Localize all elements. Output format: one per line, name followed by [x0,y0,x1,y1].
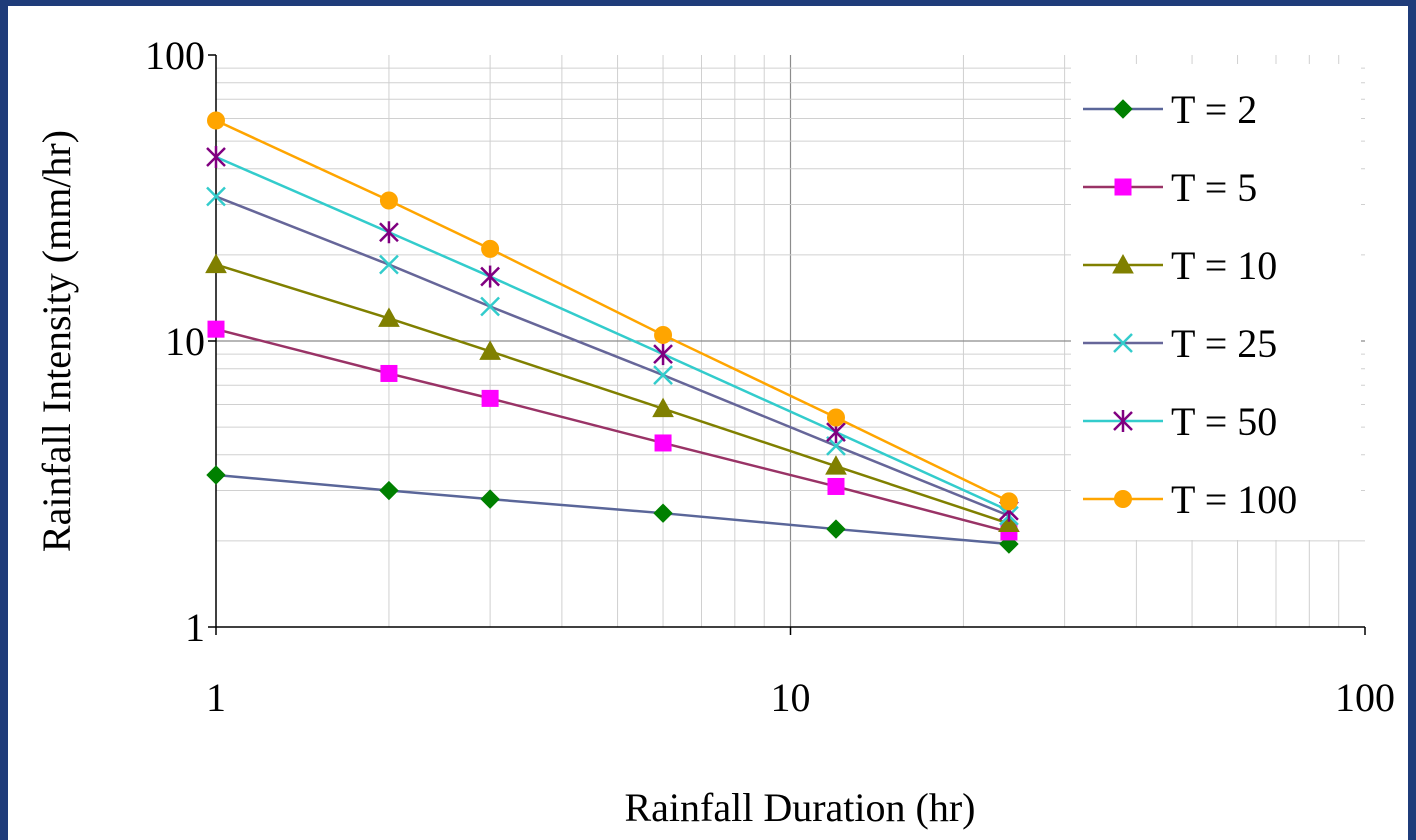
data-point [654,434,672,452]
series-line [215,263,1010,525]
data-point [206,465,226,485]
data-point [206,145,226,168]
data-point [998,512,1020,533]
y-tick-label: 1 [185,605,205,650]
data-point [379,191,398,210]
data-point [379,221,399,244]
series-t50 [206,145,1019,522]
marker-stroke [379,254,399,275]
data-point [480,489,500,509]
x-tick-label: 100 [1335,675,1395,720]
data-point [205,253,227,274]
data-point [206,186,226,207]
series-group [205,111,1020,554]
legend-marker [1113,333,1133,353]
data-point [826,408,845,427]
series-t100 [207,111,1018,511]
data-point [653,503,673,523]
data-point [481,239,500,258]
chart-frame: 1 10 100 1 10 100 T = 2 T = 5 T = 10 T = 25 T = 5… [8,6,1408,840]
marker-stroke [206,186,226,207]
tick-labels: 1 10 100 1 10 100 [145,33,1395,720]
series-line [215,195,1010,517]
legend-label: T = 50 [1171,399,1277,444]
data-point [825,455,847,475]
legend-entry: T = 2 [1083,87,1257,132]
data-point [481,389,499,407]
data-point [652,397,674,418]
data-point [479,340,501,360]
series-line [215,327,1010,534]
legend-entry: T = 5 [1083,165,1257,210]
data-point [207,111,225,130]
legend-entry: T = 50 [1083,399,1277,444]
data-point [653,343,673,366]
marker-stroke [653,365,673,385]
legend-marker [1113,99,1133,119]
data-point [380,364,398,382]
legend-marker [1114,490,1132,508]
series-t10 [205,253,1020,533]
legend-label: T = 2 [1171,87,1257,132]
data-point [827,477,845,495]
x-axis-title: Rainfall Duration (hr) [625,785,976,830]
x-tick-label: 1 [206,675,226,720]
legend-entry: T = 10 [1083,243,1277,288]
legend-box [1071,64,1361,540]
legend-label: T = 100 [1171,477,1297,522]
series-line [215,473,1010,546]
data-point [653,365,673,385]
data-point [999,492,1018,511]
data-point [378,307,400,327]
y-axis-title: Rainfall Intensity (mm/hr) [34,130,79,552]
legend-entry: T = 25 [1083,321,1277,366]
series-line [215,155,1010,512]
series-t2 [206,465,1019,554]
legend-marker [1113,410,1133,432]
legend-label: T = 25 [1171,321,1277,366]
data-point [654,325,673,344]
data-point [480,265,500,288]
idf-chart: 1 10 100 1 10 100 T = 2 T = 5 T = 10 T = 25 T = 5… [34,33,1395,830]
series-t25 [206,186,1019,526]
marker-stroke [1113,333,1133,353]
y-tick-label: 100 [145,33,205,78]
legend-label: T = 10 [1171,243,1277,288]
marker-stroke [480,296,500,317]
data-point [826,519,846,539]
y-tick-label: 10 [165,319,205,364]
series-line [215,119,1010,503]
legend: T = 2 T = 5 T = 10 T = 25 T = 50 T = 100 [1071,64,1361,540]
data-point [379,254,399,275]
legend-entry: T = 100 [1083,477,1297,522]
x-tick-label: 10 [771,675,811,720]
legend-marker [1114,178,1132,196]
data-point [207,320,225,338]
data-point [480,296,500,317]
data-point [379,480,399,501]
legend-marker [1112,253,1134,274]
legend-label: T = 5 [1171,165,1257,210]
